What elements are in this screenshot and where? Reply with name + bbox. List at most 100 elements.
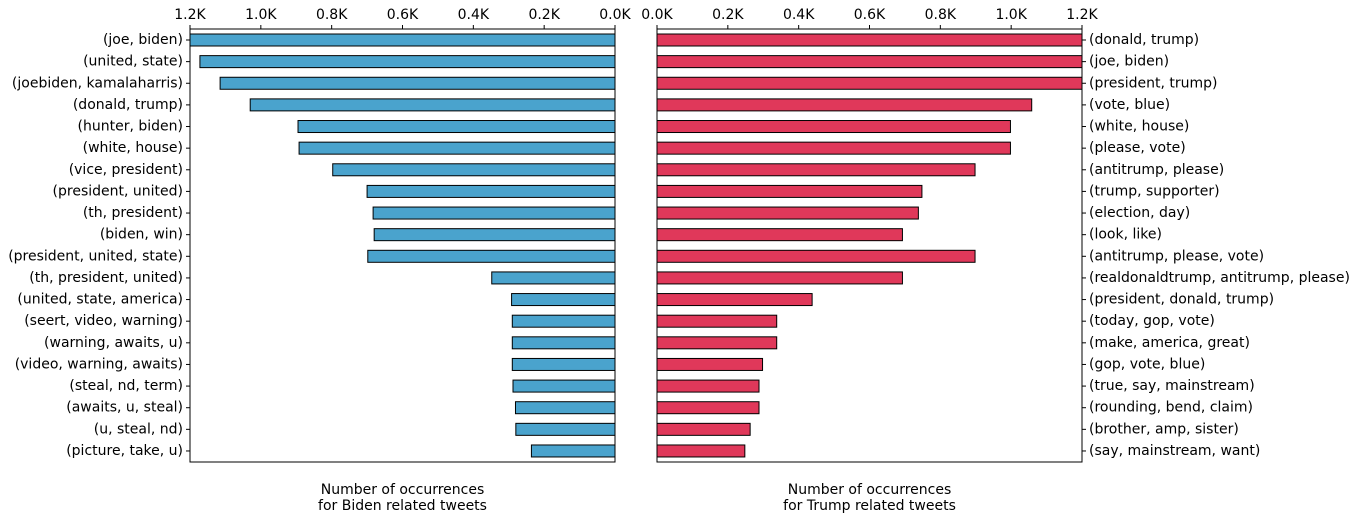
trump-bar xyxy=(656,76,1083,90)
biden-category-label: (vice, president) xyxy=(69,162,183,178)
biden-xtick-label: 0.6K xyxy=(387,7,419,23)
biden-category-label: (president, united, state) xyxy=(8,248,183,264)
biden-xaxis-label: Number of occurrences xyxy=(321,482,485,498)
trump-bar xyxy=(656,293,813,307)
biden-category-label: (video, warning, awaits) xyxy=(15,356,183,372)
trump-bar xyxy=(656,379,760,393)
biden-bar xyxy=(219,76,616,90)
biden-bar xyxy=(297,120,616,134)
biden-bar-panel: (joe, biden) (united, state) (joebiden, ka… xyxy=(8,7,631,514)
trump-category-label: (president, trump) xyxy=(1089,75,1217,91)
trump-xtick-label: 1.0K xyxy=(995,7,1027,23)
biden-bar xyxy=(249,98,616,112)
trump-xaxis-label: for Trump related tweets xyxy=(783,498,956,514)
trump-bar xyxy=(656,249,976,263)
trump-xtick-label: 0.8K xyxy=(925,7,957,23)
biden-category-label: (united, state) xyxy=(83,54,183,70)
biden-category-label: (th, president, united) xyxy=(29,270,183,286)
biden-bar xyxy=(512,379,616,393)
biden-bar xyxy=(372,206,616,220)
trump-bar xyxy=(656,120,1011,134)
biden-bar xyxy=(511,314,616,328)
biden-category-label: (joebiden, kamalaharris) xyxy=(12,75,183,91)
trump-category-label: (trump, supporter) xyxy=(1089,183,1220,199)
biden-bar xyxy=(511,336,616,350)
trump-bar xyxy=(656,422,751,436)
biden-xtick-label: 0.0K xyxy=(599,7,631,23)
trump-xtick-label: 0.6K xyxy=(854,7,886,23)
biden-bar xyxy=(491,271,616,285)
biden-category-label: (steal, nd, term) xyxy=(69,378,183,394)
biden-bar xyxy=(367,249,616,263)
trump-xtick-label: 0.0K xyxy=(641,7,673,23)
biden-axes-frame xyxy=(189,28,616,463)
trump-category-label: (gop, vote, blue) xyxy=(1089,356,1205,372)
biden-bar xyxy=(511,293,616,307)
trump-category-label: (look, like) xyxy=(1089,227,1162,243)
biden-bar xyxy=(514,401,616,415)
trump-category-label: (donald, trump) xyxy=(1089,32,1199,48)
biden-bar xyxy=(366,184,616,198)
trump-bar-panel: (donald, trump) (joe, biden) (president, t… xyxy=(641,7,1350,514)
biden-category-label: (biden, win) xyxy=(100,227,183,243)
trump-category-label: (realdonaldtrump, antitrump, please) xyxy=(1089,270,1350,286)
trump-xaxis-label: Number of occurrences xyxy=(788,482,952,498)
biden-category-label: (picture, take, u) xyxy=(66,443,183,459)
trump-bar xyxy=(656,401,760,415)
trump-category-label: (make, america, great) xyxy=(1089,335,1250,351)
biden-category-label: (united, state, america) xyxy=(17,292,183,308)
trump-category-label: (vote, blue) xyxy=(1089,97,1170,113)
trump-bar xyxy=(656,314,778,328)
trump-category-label: (say, mainstream, want) xyxy=(1089,443,1260,459)
trump-bar xyxy=(656,271,903,285)
biden-xaxis-label: for Biden related tweets xyxy=(318,498,487,514)
trump-category-label: (joe, biden) xyxy=(1089,54,1169,70)
biden-xtick-label: 0.2K xyxy=(528,7,560,23)
biden-category-label: (president, united) xyxy=(53,183,183,199)
trump-bar xyxy=(656,163,976,177)
trump-category-label: (please, vote) xyxy=(1089,140,1186,156)
biden-bar xyxy=(511,357,616,371)
trump-category-label: (election, day) xyxy=(1089,205,1190,221)
biden-xtick-label: 0.8K xyxy=(316,7,348,23)
biden-xtick-label: 0.4K xyxy=(458,7,490,23)
trump-xtick-label: 0.2K xyxy=(712,7,744,23)
trump-xtick-label: 1.2K xyxy=(1066,7,1098,23)
biden-category-label: (hunter, biden) xyxy=(78,119,183,135)
trump-bar xyxy=(656,357,764,371)
biden-bar xyxy=(298,141,616,155)
biden-bar xyxy=(332,163,616,177)
trump-category-label: (president, donald, trump) xyxy=(1089,292,1274,308)
trump-category-label: (true, say, mainstream) xyxy=(1089,378,1255,394)
trump-bar xyxy=(656,206,919,220)
trump-bar xyxy=(656,141,1011,155)
trump-category-label: (brother, amp, sister) xyxy=(1089,421,1239,437)
trump-bar xyxy=(656,55,1083,69)
biden-bar xyxy=(189,33,616,47)
biden-category-label: (th, president) xyxy=(83,205,183,221)
trump-bar xyxy=(656,98,1033,112)
trump-bar xyxy=(656,184,923,198)
biden-category-label: (donald, trump) xyxy=(73,97,183,113)
trump-category-label: (today, gop, vote) xyxy=(1089,313,1215,329)
trump-bar xyxy=(656,33,1083,47)
trump-xtick-label: 0.4K xyxy=(783,7,815,23)
trump-bar xyxy=(656,336,778,350)
biden-category-label: (warning, awaits, u) xyxy=(44,335,183,351)
trump-category-label: (antitrump, please, vote) xyxy=(1089,248,1264,264)
biden-category-label: (white, house) xyxy=(83,140,183,156)
biden-xtick-label: 1.0K xyxy=(245,7,277,23)
biden-xtick-label: 1.2K xyxy=(174,7,206,23)
biden-bar xyxy=(515,422,616,436)
trump-axes-frame xyxy=(656,28,1083,463)
biden-category-label: (seert, video, warning) xyxy=(24,313,183,329)
biden-category-label: (u, steal, nd) xyxy=(94,421,183,437)
biden-category-label: (joe, biden) xyxy=(103,32,183,48)
trump-category-label: (antitrump, please) xyxy=(1089,162,1224,178)
biden-bar xyxy=(199,55,616,69)
biden-category-label: (awaits, u, steal) xyxy=(66,400,183,416)
biden-bar xyxy=(530,444,616,458)
trump-category-label: (white, house) xyxy=(1089,119,1189,135)
